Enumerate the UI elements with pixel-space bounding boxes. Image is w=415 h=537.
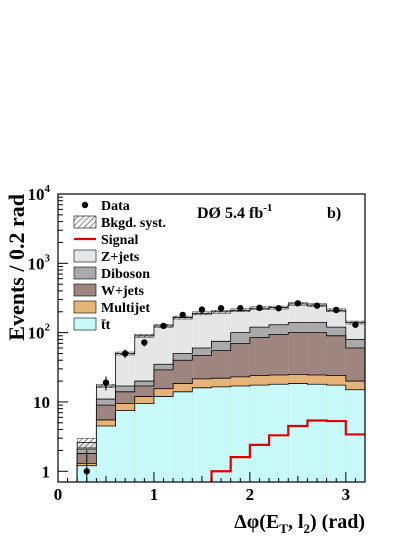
data-point	[275, 305, 282, 312]
legend-swatch	[73, 266, 97, 280]
legend-entry: Bkgd. syst.	[73, 215, 166, 231]
x-tick-label: 2	[246, 485, 255, 504]
signal-line	[210, 419, 365, 482]
y-tick-label: 103	[28, 252, 51, 273]
data-point	[121, 350, 129, 357]
data-point	[256, 304, 263, 312]
stack-bar	[192, 387, 212, 482]
stack-outline	[76, 383, 365, 482]
data-point	[102, 379, 110, 386]
stack-bar	[345, 389, 365, 482]
legend-entry: Signal	[74, 233, 138, 248]
legend-entry: W+jets	[73, 283, 145, 299]
legend-label: Z+jets	[101, 250, 140, 265]
data-point	[160, 322, 167, 330]
legend-swatch	[73, 249, 97, 263]
legend-swatch	[73, 300, 97, 314]
legend-entry: Data	[81, 199, 130, 214]
legend-label: W+jets	[101, 284, 145, 299]
legend-label: Signal	[101, 233, 138, 248]
data-point	[83, 468, 90, 475]
data-point	[237, 305, 244, 312]
stack-outline	[76, 373, 365, 482]
legend-label: Data	[101, 199, 130, 214]
x-tick-label: 0	[54, 485, 63, 504]
y-tick-label: 1	[42, 462, 51, 481]
legend-label: Multijet	[101, 301, 150, 316]
stack-bar	[230, 385, 250, 482]
x-tick-label: 3	[342, 485, 351, 504]
background-stack	[76, 303, 365, 482]
data-point	[141, 339, 148, 346]
stack-bar	[115, 410, 135, 482]
stack-bar	[153, 396, 174, 482]
x-axis: 0 1 2 3	[54, 472, 366, 504]
stack-bar	[211, 386, 231, 482]
y-tick-label: 104	[28, 183, 51, 204]
panel-label: b)	[327, 205, 341, 222]
legend-marker	[81, 201, 89, 209]
data-point	[294, 300, 302, 307]
legend-label: t̄t	[101, 318, 111, 333]
met-symbol: E	[266, 511, 279, 533]
legend-swatch	[73, 215, 97, 229]
legend-entry: Z+jets	[73, 249, 140, 265]
data-point	[333, 306, 340, 314]
data-point	[217, 305, 225, 312]
stack-bar	[249, 385, 270, 482]
legend-entry: Diboson	[73, 266, 150, 282]
stack-bar	[288, 383, 308, 482]
syst-band-bin	[76, 437, 97, 448]
data-point	[198, 306, 206, 313]
data-point	[313, 302, 321, 309]
legend-label: Diboson	[101, 267, 150, 282]
stack-bar	[326, 385, 346, 482]
data-points	[83, 300, 359, 482]
stack-bar	[96, 425, 116, 482]
x-axis-title: Δφ(ET, l2) (rad)	[234, 511, 365, 536]
stack-bar	[307, 384, 327, 482]
y-tick-label: 102	[28, 322, 51, 343]
y-axis-title: Events / 0.2 rad	[4, 194, 29, 341]
legend-entry: t̄t	[73, 317, 111, 333]
legend: Data Bkgd. syst. Signal Z+jets Diboson W+jets…	[73, 199, 166, 333]
x-tick-label: 1	[150, 485, 159, 504]
stack-bar	[173, 391, 193, 482]
legend-entry: Multijet	[73, 300, 150, 316]
stack-outline	[76, 332, 365, 482]
data-point	[352, 321, 359, 328]
legend-swatch	[73, 317, 97, 331]
syst-band-bin	[134, 334, 155, 338]
legend-swatch	[73, 283, 97, 297]
y-tick-label: 10	[33, 393, 50, 412]
experiment-label: DØ 5.4 fb-1	[197, 202, 272, 222]
stack-bar	[134, 403, 154, 482]
data-point	[179, 311, 186, 319]
y-axis: 1 10 102 103 104	[28, 183, 68, 481]
stack-bar	[269, 384, 289, 482]
signal-histogram	[210, 419, 365, 482]
legend-label: Bkgd. syst.	[101, 216, 166, 231]
